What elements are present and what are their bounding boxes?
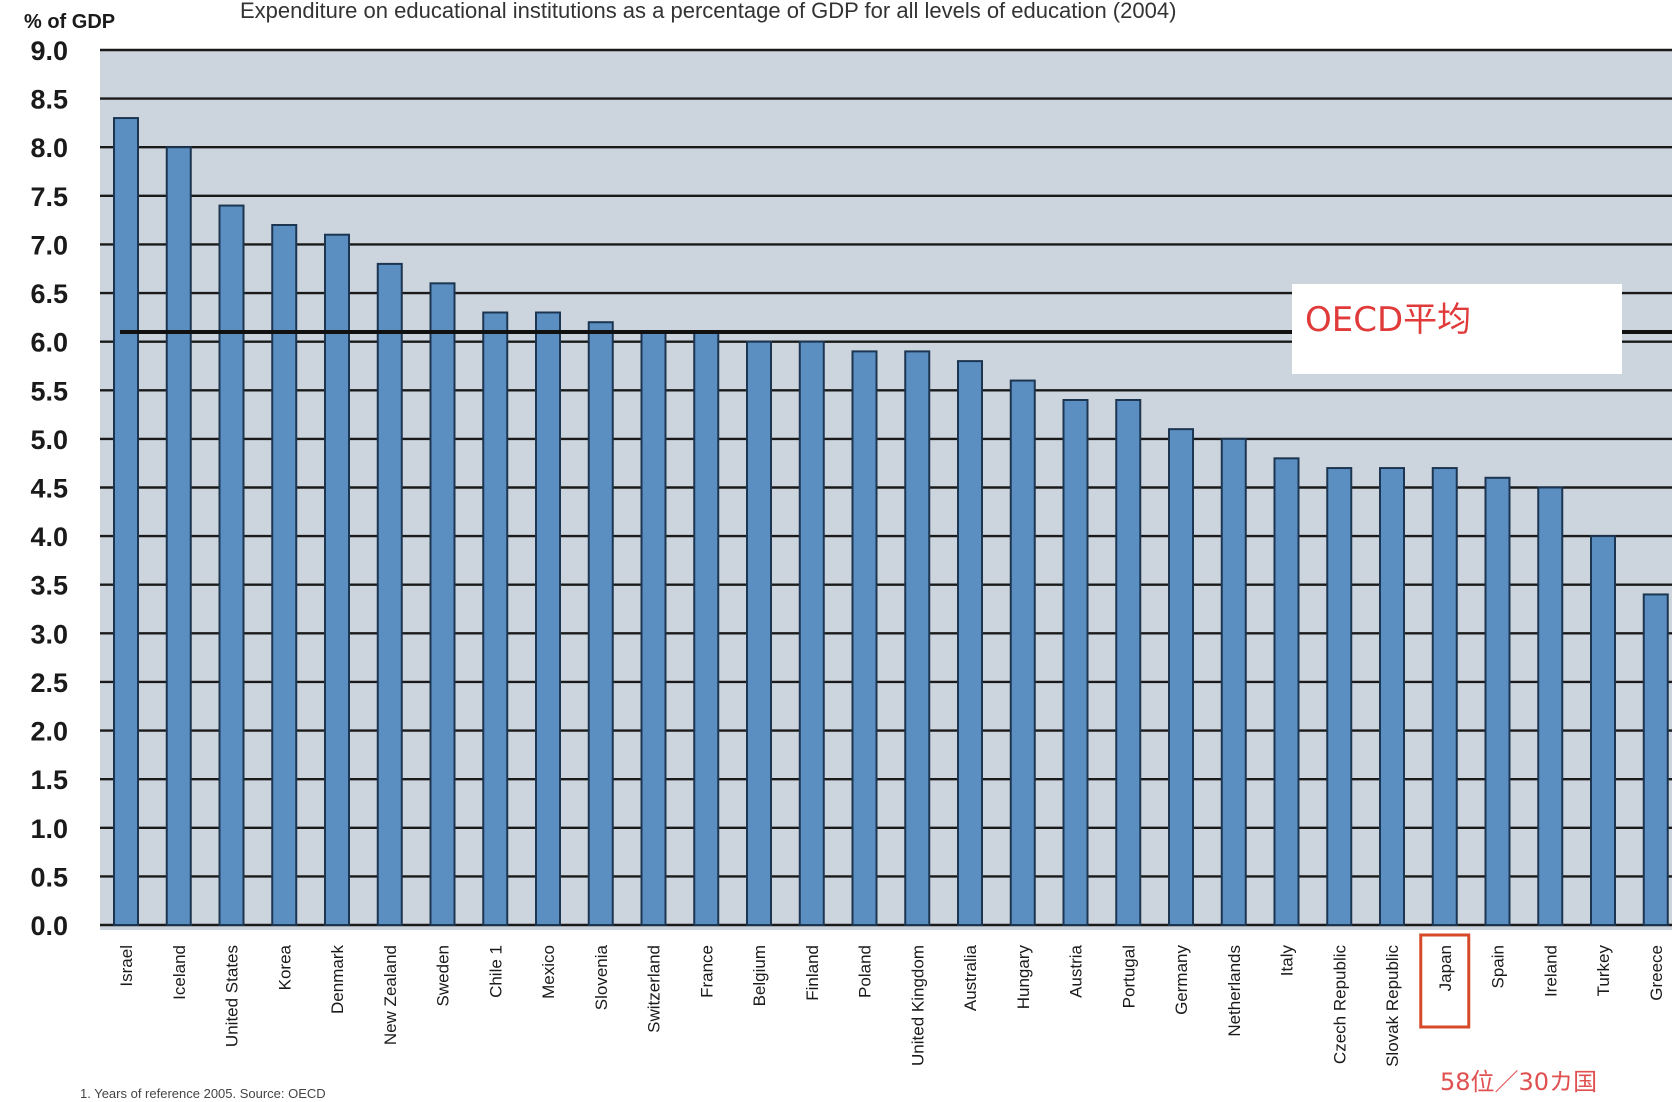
x-tick-label: United Kingdom <box>908 945 927 1066</box>
x-tick-label: France <box>697 945 716 998</box>
x-tick-label: Portugal <box>1119 945 1138 1008</box>
x-tick-label: New Zealand <box>381 945 400 1045</box>
japan-highlight-box <box>1419 933 1471 1029</box>
chart-title: Expenditure on educational institutions … <box>240 0 1176 23</box>
x-tick-label: Israel <box>117 945 136 987</box>
bar <box>904 350 931 926</box>
y-tick-label: 8.0 <box>30 133 68 163</box>
x-tick-label: Germany <box>1172 945 1191 1015</box>
x-tick-label: Slovenia <box>592 944 611 1010</box>
x-tick-label: Denmark <box>328 945 347 1014</box>
y-tick-label: 3.5 <box>30 571 68 601</box>
x-tick-label: Greece <box>1647 945 1666 1001</box>
bar <box>165 146 192 926</box>
y-tick-label: 6.5 <box>30 279 68 309</box>
x-tick-label: Hungary <box>1014 945 1033 1010</box>
y-tick-label: 2.5 <box>30 668 68 698</box>
x-tick-label: Korea <box>275 944 294 990</box>
bar <box>324 233 350 926</box>
x-tick-label: Switzerland <box>645 945 664 1033</box>
bar <box>1590 535 1616 926</box>
bar <box>1431 467 1458 926</box>
y-tick-label: 7.0 <box>30 230 68 260</box>
x-tick-label: Slovak Republic <box>1383 945 1402 1067</box>
x-tick-label: Belgium <box>750 945 769 1006</box>
bar <box>587 321 614 926</box>
x-tick-label: Australia <box>961 944 980 1011</box>
x-tick-label: Japan <box>1436 945 1455 991</box>
bar <box>1220 437 1247 926</box>
bar <box>798 340 825 926</box>
x-tick-label: Italy <box>1278 945 1297 977</box>
gridlines <box>100 48 1672 927</box>
x-tick-label: Austria <box>1067 944 1086 997</box>
bar <box>1009 379 1036 926</box>
y-tick-label: 1.5 <box>30 765 68 795</box>
x-tick-label: Mexico <box>539 945 558 999</box>
x-tick-label: Sweden <box>434 945 453 1006</box>
x-tick-label: Iceland <box>170 945 189 1000</box>
bar <box>429 282 456 927</box>
x-tick-label: Finland <box>803 945 822 1001</box>
y-tick-label: 5.5 <box>30 376 68 406</box>
y-tick-label: 0.5 <box>30 862 68 892</box>
x-tick-label: Poland <box>856 945 875 998</box>
y-tick-label: 5.0 <box>30 425 68 455</box>
y-tick-label: 7.5 <box>30 182 68 212</box>
bar <box>746 340 772 926</box>
bar <box>482 311 509 926</box>
bars <box>113 117 1669 927</box>
y-tick-label: 4.5 <box>30 474 68 504</box>
bar <box>1484 476 1511 926</box>
bar <box>693 330 720 926</box>
bar <box>640 330 667 926</box>
footnote: 1. Years of reference 2005. Source: OECD <box>80 1086 326 1101</box>
x-axis-ticks: Israel Iceland United States Korea Denmark Ne… <box>117 944 1666 1066</box>
oecd-average-label: OECD平均 <box>1305 300 1471 340</box>
y-tick-label: 1.0 <box>30 814 68 844</box>
y-tick-label: 3.0 <box>30 619 68 649</box>
bar <box>1379 467 1405 926</box>
y-tick-label: 4.0 <box>30 522 68 552</box>
bar <box>1168 428 1194 926</box>
bar <box>1273 457 1300 926</box>
oecd-average-label-box <box>1292 284 1622 374</box>
bar <box>113 117 139 927</box>
bar <box>851 350 878 926</box>
bar <box>1115 399 1142 926</box>
x-tick-label: Turkey <box>1594 945 1613 997</box>
y-tick-label: 2.0 <box>30 717 68 747</box>
x-tick-label: Ireland <box>1541 945 1560 997</box>
y-axis-ticks: 0.0 0.5 1.0 1.5 2.0 2.5 3.0 3.5 4.0 4.5 5.0 5.5 6.0 6… <box>30 36 68 941</box>
y-tick-label: 6.0 <box>30 328 68 358</box>
bar <box>271 224 298 926</box>
bar <box>957 360 983 927</box>
bar <box>1642 593 1669 926</box>
bar <box>1062 399 1089 926</box>
x-tick-label: Spain <box>1489 945 1508 988</box>
y-tick-label: 9.0 <box>30 36 68 66</box>
y-tick-label: 0.0 <box>30 911 68 941</box>
x-tick-label: Czech Republic <box>1330 945 1349 1065</box>
bar <box>1326 467 1353 926</box>
bar <box>376 262 403 926</box>
y-axis-label: % of GDP <box>24 11 115 33</box>
x-tick-label: Netherlands <box>1225 945 1244 1037</box>
rank-annotation: 58位／30カ国 <box>1440 1068 1597 1096</box>
bar <box>1537 486 1564 926</box>
bar <box>535 311 561 926</box>
y-tick-label: 8.5 <box>30 85 68 115</box>
x-tick-label: United States <box>223 945 242 1047</box>
bar <box>218 204 245 927</box>
x-tick-label: Chile 1 <box>486 945 505 998</box>
